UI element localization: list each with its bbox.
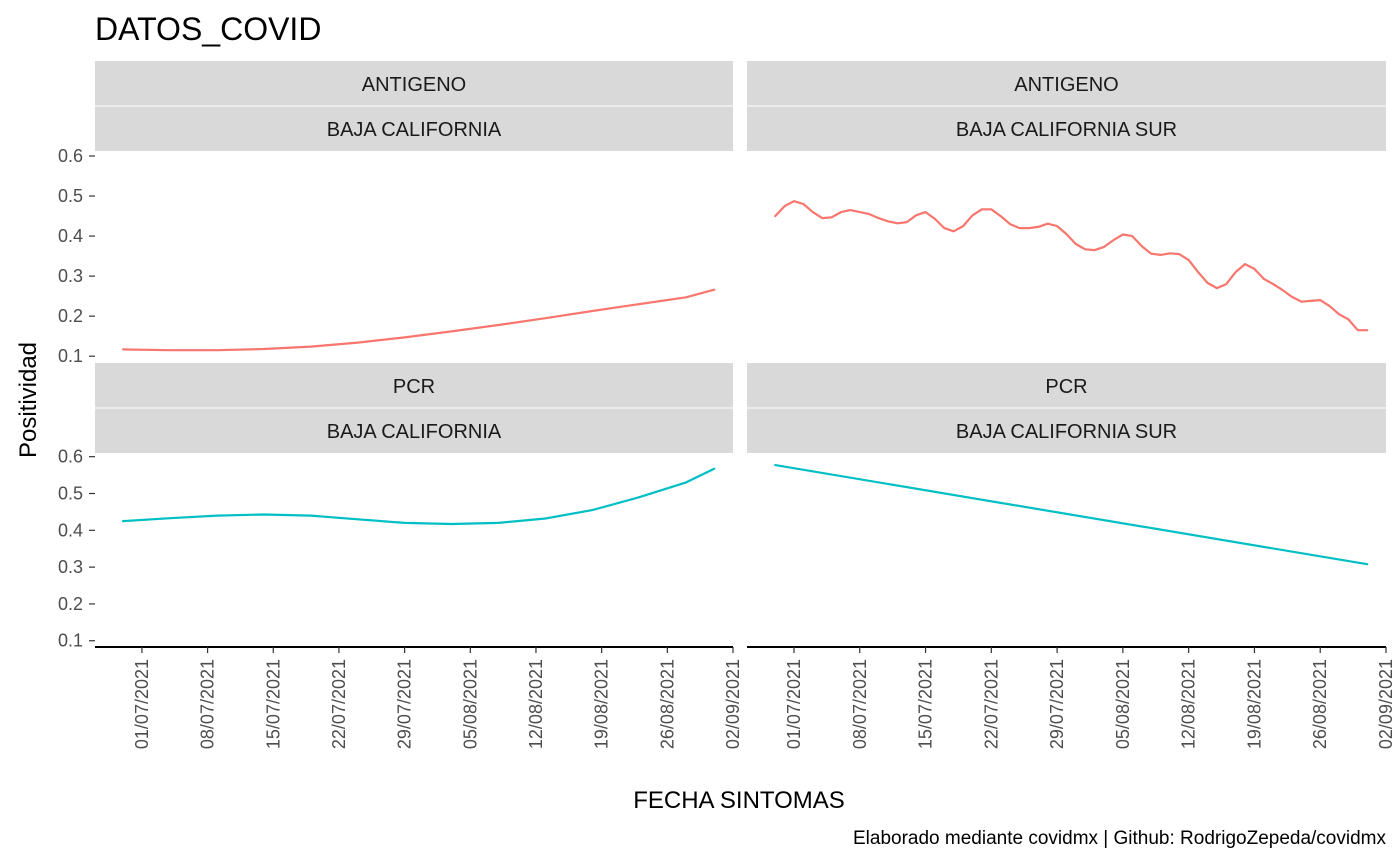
series-line-antigeno	[774, 200, 1369, 332]
facet-strip	[95, 106, 733, 151]
x-tick-label: 02/09/2021	[723, 659, 743, 749]
x-tick-label: 29/07/2021	[1047, 659, 1067, 749]
strip-label-state: BAJA CALIFORNIA SUR	[956, 421, 1177, 443]
strip-label-state: BAJA CALIFORNIA SUR	[956, 119, 1177, 141]
x-tick-label: 26/08/2021	[1310, 659, 1330, 749]
facet-panel: ANTIGENO BAJA CALIFORNIA 0.1 0.2 0.3 0.4 0.5 0.…	[58, 61, 733, 366]
facet-strip	[747, 408, 1386, 453]
y-axis-title: Positividad	[15, 342, 42, 458]
x-tick-label: 08/07/2021	[850, 659, 870, 749]
y-tick-label: 0.3	[58, 266, 83, 286]
series-line-pcr	[774, 464, 1369, 566]
y-tick-label: 0.1	[58, 346, 83, 366]
facet-panel: ANTIGENO BAJA CALIFORNIA SUR	[747, 61, 1386, 332]
x-tick-label: 19/08/2021	[1244, 659, 1264, 749]
x-tick-label: 08/07/2021	[198, 659, 218, 749]
x-tick-label: 12/08/2021	[526, 659, 546, 749]
y-tick-label: 0.6	[58, 146, 83, 166]
strip-label-test: ANTIGENO	[1014, 74, 1118, 96]
chart-title: DATOS_COVID	[95, 11, 321, 47]
x-tick-label: 02/09/2021	[1376, 659, 1396, 749]
x-tick-label: 26/08/2021	[657, 659, 677, 749]
x-tick-label: 01/07/2021	[784, 659, 804, 749]
x-tick-label: 29/07/2021	[395, 659, 415, 749]
facet-strip	[95, 61, 733, 106]
x-tick-label: 19/08/2021	[592, 659, 612, 749]
x-tick-label: 05/08/2021	[1113, 659, 1133, 749]
x-tick-label: 01/07/2021	[132, 659, 152, 749]
x-axis-title: FECHA SINTOMAS	[633, 787, 845, 814]
y-tick-label: 0.6	[58, 447, 83, 467]
facet-strip	[747, 363, 1386, 408]
series-line-pcr	[121, 467, 716, 526]
strip-label-test: PCR	[1045, 376, 1087, 398]
strip-label-state: BAJA CALIFORNIA	[327, 421, 502, 443]
y-tick-label: 0.5	[58, 186, 83, 206]
x-tick-label: 22/07/2021	[329, 659, 349, 749]
x-tick-label: 15/07/2021	[263, 659, 283, 749]
chart-caption: Elaborado mediante covidmx | Github: Rod…	[853, 828, 1386, 849]
facet-panel: PCR BAJA CALIFORNIA 0.1 0.2 0.3 0.4 0.5 0.6 01/0…	[58, 363, 743, 749]
strip-label-test: PCR	[393, 376, 435, 398]
y-tick-label: 0.2	[58, 594, 83, 614]
x-tick-label: 05/08/2021	[460, 659, 480, 749]
facet-panel: PCR BAJA CALIFORNIA SUR 01/07/2021 08/07/20…	[747, 363, 1396, 749]
x-tick-label: 15/07/2021	[916, 659, 936, 749]
strip-label-state: BAJA CALIFORNIA	[327, 119, 502, 141]
y-tick-label: 0.4	[58, 226, 83, 246]
x-tick-label: 22/07/2021	[981, 659, 1001, 749]
facet-panels: ANTIGENO BAJA CALIFORNIA 0.1 0.2 0.3 0.4 0.5 0.…	[58, 61, 1396, 749]
facet-strip	[747, 106, 1386, 151]
x-tick-label: 12/08/2021	[1179, 659, 1199, 749]
y-tick-label: 0.4	[58, 520, 83, 540]
series-line-antigeno	[121, 288, 716, 352]
facet-strip	[95, 363, 733, 408]
y-tick-label: 0.2	[58, 306, 83, 326]
y-tick-label: 0.3	[58, 557, 83, 577]
facet-strip	[747, 61, 1386, 106]
y-tick-label: 0.1	[58, 631, 83, 651]
y-tick-label: 0.5	[58, 483, 83, 503]
strip-label-test: ANTIGENO	[362, 74, 466, 96]
facet-strip	[95, 408, 733, 453]
